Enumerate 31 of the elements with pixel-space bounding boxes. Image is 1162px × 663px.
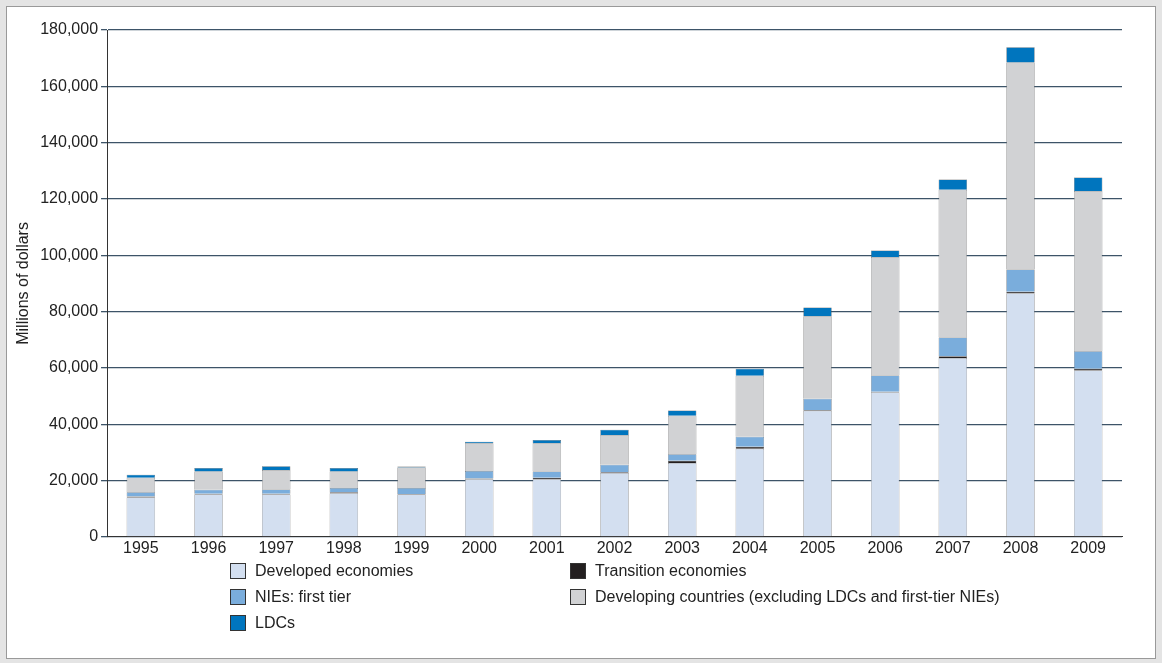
y-tick-label: 120,000 [40,189,99,207]
x-tick-label: 1998 [326,538,362,556]
x-tick-label: 2005 [799,538,836,556]
x-tick-label: 1996 [190,538,227,556]
y-tick-label: 20,000 [49,470,99,488]
x-tick-label: 2004 [732,538,768,556]
y-axis-title: Millions of dollars [14,222,32,345]
x-tick-label: 1997 [258,538,295,556]
x-tick-label: 2000 [461,538,498,556]
x-tick-label: 2002 [596,538,633,556]
x-tick-label: 1999 [393,538,430,556]
x-tick-label: 2003 [664,538,701,556]
legend-label: NIEs: first tier [255,588,352,606]
legend-label: Developed economies [255,562,414,580]
y-tick-label: 180,000 [40,20,99,38]
x-tick-label: 2008 [1002,538,1039,556]
x-tick-label: 1995 [123,538,159,556]
y-tick-label: 60,000 [49,358,99,376]
legend-label: Developing countries (excluding LDCs and first-tier NIEs) [595,588,1000,606]
x-tick-label: 2006 [867,538,904,556]
y-tick-label: 100,000 [40,245,99,263]
y-tick-label: 140,000 [40,133,99,151]
y-tick-label: 40,000 [49,414,99,432]
y-tick-label: 0 [89,527,99,545]
x-tick-label: 2009 [1070,538,1107,556]
y-tick-label: 160,000 [40,76,99,94]
legend-label: Transition economies [595,562,747,580]
x-tick-label: 2007 [935,538,971,556]
legend-label: LDCs [255,614,296,632]
x-tick-label: 2001 [529,538,565,556]
y-tick-label: 80,000 [49,301,99,319]
